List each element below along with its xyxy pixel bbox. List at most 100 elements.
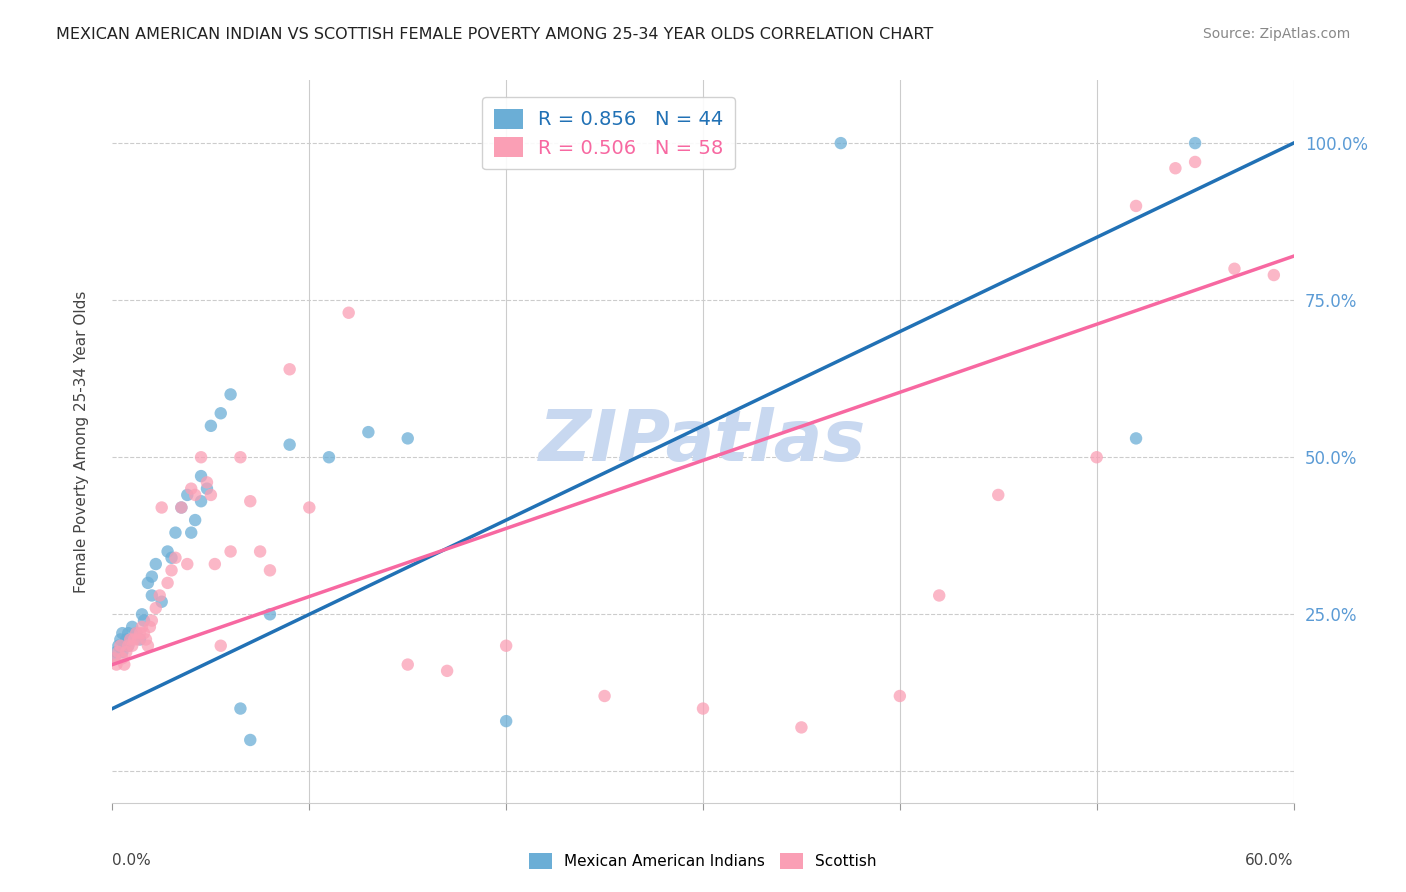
Point xyxy=(180,525,202,540)
Point xyxy=(136,639,159,653)
Point xyxy=(156,544,179,558)
Point xyxy=(145,601,167,615)
Point xyxy=(200,488,222,502)
Point xyxy=(396,657,419,672)
Point xyxy=(127,632,149,647)
Point xyxy=(209,406,232,420)
Point xyxy=(495,714,517,728)
Point xyxy=(436,664,458,678)
Point xyxy=(110,639,132,653)
Point xyxy=(141,614,163,628)
Point xyxy=(131,620,153,634)
Point xyxy=(115,645,138,659)
Point xyxy=(132,626,155,640)
Point xyxy=(121,620,143,634)
Point xyxy=(125,626,148,640)
Point xyxy=(184,488,207,502)
Point xyxy=(229,450,252,465)
Point xyxy=(184,513,207,527)
Point xyxy=(176,488,198,502)
Point xyxy=(115,632,138,647)
Text: 0.0%: 0.0% xyxy=(112,854,152,869)
Point xyxy=(111,626,134,640)
Point xyxy=(136,575,159,590)
Y-axis label: Female Poverty Among 25-34 Year Olds: Female Poverty Among 25-34 Year Olds xyxy=(75,291,89,592)
Point xyxy=(495,639,517,653)
Point xyxy=(156,575,179,590)
Point xyxy=(150,500,173,515)
Point xyxy=(219,544,242,558)
Point xyxy=(170,500,193,515)
Point xyxy=(117,639,139,653)
Point xyxy=(396,431,419,445)
Legend: Mexican American Indians, Scottish: Mexican American Indians, Scottish xyxy=(523,847,883,875)
Point xyxy=(117,626,139,640)
Text: 60.0%: 60.0% xyxy=(1246,854,1294,869)
Point xyxy=(593,689,616,703)
Point xyxy=(259,563,281,577)
Point xyxy=(160,563,183,577)
Point xyxy=(987,488,1010,502)
Point xyxy=(209,639,232,653)
Point xyxy=(830,136,852,150)
Point xyxy=(117,639,139,653)
Point xyxy=(1085,450,1108,465)
Point xyxy=(105,645,128,659)
Point xyxy=(103,651,125,665)
Point xyxy=(200,418,222,433)
Text: ZIPatlas: ZIPatlas xyxy=(540,407,866,476)
Text: Source: ZipAtlas.com: Source: ZipAtlas.com xyxy=(1202,27,1350,41)
Point xyxy=(1125,431,1147,445)
Point xyxy=(131,607,153,622)
Point xyxy=(125,626,148,640)
Point xyxy=(107,639,129,653)
Point xyxy=(1223,261,1246,276)
Point xyxy=(149,589,172,603)
Point xyxy=(1125,199,1147,213)
Point xyxy=(111,645,134,659)
Point xyxy=(103,651,125,665)
Point xyxy=(170,500,193,515)
Point xyxy=(122,632,145,647)
Point xyxy=(278,438,301,452)
Point xyxy=(135,632,157,647)
Point xyxy=(219,387,242,401)
Text: MEXICAN AMERICAN INDIAN VS SCOTTISH FEMALE POVERTY AMONG 25-34 YEAR OLDS CORRELA: MEXICAN AMERICAN INDIAN VS SCOTTISH FEMA… xyxy=(56,27,934,42)
Point xyxy=(107,645,129,659)
Point xyxy=(1164,161,1187,176)
Point xyxy=(111,651,134,665)
Point xyxy=(239,494,262,508)
Point xyxy=(229,701,252,715)
Point xyxy=(239,733,262,747)
Legend: R = 0.856   N = 44, R = 0.506   N = 58: R = 0.856 N = 44, R = 0.506 N = 58 xyxy=(482,97,735,169)
Point xyxy=(195,482,218,496)
Point xyxy=(190,450,212,465)
Point xyxy=(1184,136,1206,150)
Point xyxy=(129,626,152,640)
Point xyxy=(195,475,218,490)
Point xyxy=(160,550,183,565)
Point xyxy=(132,614,155,628)
Point xyxy=(278,362,301,376)
Point xyxy=(190,469,212,483)
Point xyxy=(357,425,380,439)
Point xyxy=(190,494,212,508)
Point xyxy=(692,701,714,715)
Point xyxy=(1184,155,1206,169)
Point xyxy=(790,720,813,734)
Point xyxy=(337,306,360,320)
Point xyxy=(129,632,152,647)
Point xyxy=(259,607,281,622)
Point xyxy=(105,657,128,672)
Point xyxy=(120,632,142,647)
Point xyxy=(889,689,911,703)
Point xyxy=(121,639,143,653)
Point xyxy=(180,482,202,496)
Point xyxy=(249,544,271,558)
Point xyxy=(176,557,198,571)
Point xyxy=(165,525,187,540)
Point xyxy=(928,589,950,603)
Point xyxy=(141,569,163,583)
Point xyxy=(165,550,187,565)
Point xyxy=(1263,268,1285,282)
